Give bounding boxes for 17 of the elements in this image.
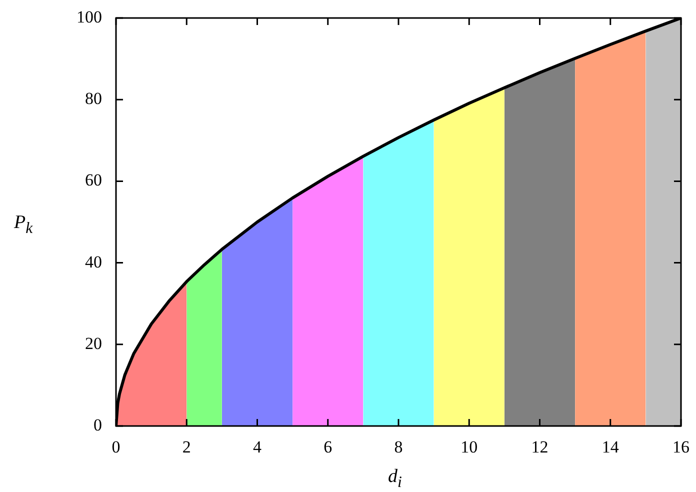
y-tick-label: 40 (85, 252, 102, 272)
x-tick-label: 2 (182, 438, 191, 457)
x-axis-title: d$_{i}$ (388, 466, 402, 492)
x-tick-label: 4 (253, 438, 262, 457)
y-tick-label: 20 (85, 334, 102, 353)
x-tick-label: 12 (531, 438, 548, 457)
x-tick-label: 14 (602, 438, 620, 457)
y-axis-title: P$_{k}$ (14, 212, 33, 238)
x-tick-label: 16 (672, 438, 690, 457)
y-tick-label: 80 (85, 89, 102, 108)
x-tick-label: 10 (460, 438, 478, 457)
x-tick-label: 6 (324, 438, 332, 457)
y-tick-label: 100 (76, 7, 102, 26)
x-tick-label: 8 (394, 438, 403, 457)
y-tick-label: 60 (85, 170, 102, 190)
y-tick-label: 0 (94, 415, 102, 434)
x-tick-label: 0 (112, 438, 120, 457)
